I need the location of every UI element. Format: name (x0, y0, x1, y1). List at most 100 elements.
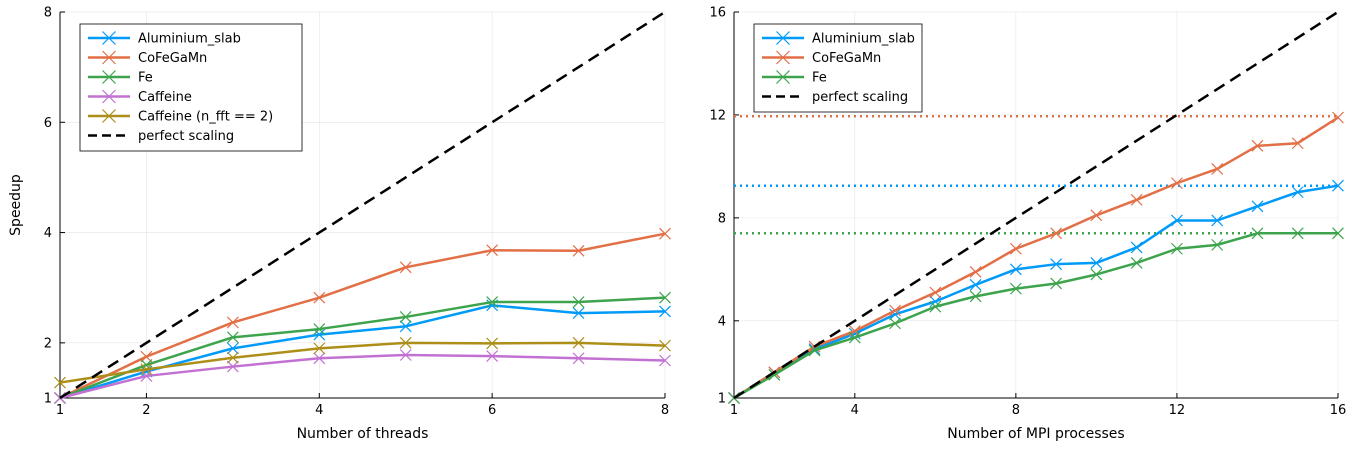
data-point (1211, 238, 1224, 251)
series-line-2 (59, 296, 666, 400)
x-tick-label: 1 (56, 403, 64, 418)
data-point (140, 363, 153, 376)
x-tick-label: 2 (142, 403, 150, 418)
x-tick-label: 1 (730, 403, 738, 418)
data-point (659, 339, 671, 352)
data-point (848, 325, 861, 338)
data-point (399, 349, 412, 361)
data-point (399, 336, 412, 349)
series-line-5 (59, 10, 666, 400)
data-point (572, 244, 585, 257)
x-tick-label: 12 (1169, 403, 1186, 418)
data-point (1251, 139, 1264, 152)
data-point (969, 265, 982, 278)
data-point (1050, 227, 1063, 240)
data-point (486, 244, 499, 257)
data-point (140, 350, 153, 363)
data-point (572, 307, 585, 320)
legend-label: Caffeine (n_fft == 2) (138, 110, 273, 125)
data-point (313, 323, 326, 335)
data-point (54, 376, 66, 389)
series-line-1 (733, 116, 1339, 400)
series-line-2 (733, 232, 1338, 400)
x-tick-label: 8 (661, 403, 669, 418)
legend-label: CoFeGaMn (812, 51, 881, 66)
data-point (1130, 256, 1143, 269)
data-point (1090, 209, 1103, 222)
data-point (1130, 193, 1143, 206)
panel-2: 1 4 8 12 16 1 4 8 12 16 Number of MPI processes Alu… (709, 6, 1346, 443)
data-point (1211, 214, 1224, 227)
data-point (929, 300, 942, 313)
data-point (659, 227, 671, 240)
data-point (226, 360, 239, 373)
y-tick-label: 8 (44, 6, 52, 21)
legend-label: Aluminium_slab (812, 32, 915, 47)
data-point (486, 337, 499, 350)
y-tick-label: 1 (44, 392, 52, 407)
legend-label: Caffeine (138, 90, 192, 105)
data-point (768, 368, 781, 381)
data-point (1130, 241, 1143, 254)
data-point (313, 352, 326, 365)
legend-box (79, 23, 303, 152)
data-point (572, 336, 585, 349)
legend-label: perfect scaling (812, 90, 908, 105)
y-tick-label: 4 (44, 226, 52, 241)
data-point (1009, 242, 1022, 255)
data-point (1171, 214, 1183, 227)
data-point (1090, 256, 1103, 269)
data-point (1332, 227, 1344, 240)
y-axis-label: Speedup (8, 174, 24, 236)
data-point (1332, 179, 1344, 192)
data-point (1291, 227, 1304, 240)
data-point (659, 354, 671, 367)
data-point (313, 342, 326, 355)
data-point (572, 296, 585, 308)
x-tick-label: 4 (315, 403, 323, 418)
data-point (1251, 227, 1264, 240)
y-tick-label: 2 (44, 336, 52, 351)
x-tick-label: 4 (851, 403, 859, 418)
legend-label: Fe (812, 71, 827, 86)
data-point (1009, 282, 1022, 295)
y-tick-label: 1 (718, 392, 726, 407)
legend-label: CoFeGaMn (138, 51, 207, 66)
y-tick-label: 4 (718, 314, 726, 329)
data-point (929, 286, 942, 299)
data-point (889, 317, 901, 330)
y-tick-label: 6 (44, 116, 52, 131)
data-point (969, 290, 982, 303)
y-tick-label: 8 (718, 211, 726, 226)
y-tick-label: 12 (709, 108, 726, 123)
data-point (1251, 200, 1264, 213)
legend: Aluminium_slab CoFeGaMn Fe Caffeine Caffeine… (79, 23, 303, 152)
data-point (889, 308, 901, 321)
data-point (486, 296, 499, 308)
data-point (1171, 177, 1183, 190)
data-point (1009, 263, 1022, 276)
data-point (969, 278, 982, 291)
series-line-4 (59, 341, 666, 384)
data-point (399, 311, 412, 323)
data-point (1050, 258, 1063, 271)
data-point (399, 320, 412, 333)
data-point (399, 261, 412, 274)
data-point (226, 316, 239, 329)
x-axis-label: Number of MPI processes (947, 426, 1124, 442)
x-tick-label: 6 (488, 403, 496, 418)
legend-label: perfect scaling (138, 129, 234, 144)
data-point (1171, 242, 1183, 255)
legend: Aluminium_slab CoFeGaMn Fe perfect scaling (753, 23, 923, 113)
data-point (1332, 111, 1344, 124)
panel-1: 1 2 4 6 8 1 2 4 6 8 Number of threads Speedup Alumin… (8, 6, 671, 442)
x-tick-label: 16 (1330, 403, 1347, 418)
series-line-3 (733, 10, 1339, 400)
data-point (659, 291, 671, 304)
data-point (1090, 268, 1103, 281)
data-point (226, 351, 239, 364)
x-tick-label: 8 (1012, 403, 1020, 418)
data-point (313, 328, 326, 341)
data-point (313, 291, 326, 304)
data-point (889, 304, 901, 317)
